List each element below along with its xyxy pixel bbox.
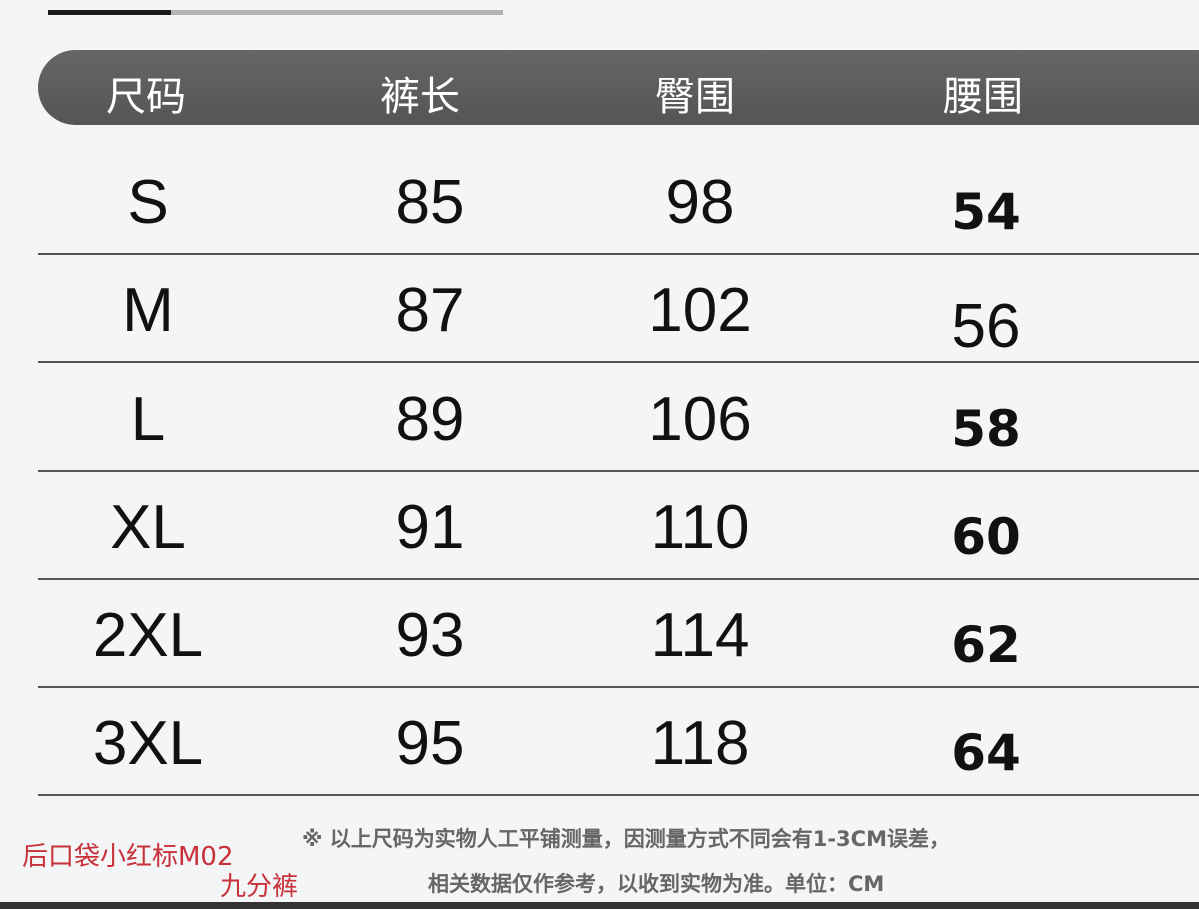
waist-cell: 54: [951, 183, 1021, 241]
length-cell: 87: [395, 276, 465, 345]
note-line-2: 相关数据仅作参考，以收到实物为准。单位：CM: [428, 872, 885, 896]
size-cell: 2XL: [92, 601, 204, 670]
length-cell: 95: [395, 709, 465, 778]
table-row: L 89 106 58: [38, 362, 1199, 472]
table-row: 3XL 95 118 64: [38, 686, 1199, 796]
bottom-edge: [0, 902, 1199, 909]
waist-cell: 62: [951, 616, 1021, 674]
image-carousel-progress: [48, 10, 503, 15]
length-cell: 85: [395, 168, 465, 237]
size-cell: M: [122, 276, 174, 345]
size-cell: 3XL: [92, 709, 204, 778]
hip-cell: 118: [650, 709, 750, 778]
size-cell: S: [127, 168, 169, 237]
waist-cell: 56: [951, 292, 1021, 361]
note-line-1: ※ 以上尺码为实物人工平铺测量，因测量方式不同会有1-3CM误差，: [302, 827, 950, 851]
progress-fill: [48, 10, 171, 15]
length-cell: 91: [395, 493, 465, 562]
header-length: 裤长: [380, 74, 460, 120]
hip-cell: 110: [650, 493, 750, 562]
table-row: XL 91 110 60: [38, 470, 1199, 580]
size-cell: XL: [110, 493, 186, 562]
length-cell: 93: [395, 601, 465, 670]
header-hip: 臀围: [655, 74, 735, 120]
table-row: 2XL 93 114 62: [38, 578, 1199, 688]
overlay-label-1: 后口袋小红标M02: [22, 842, 234, 872]
hip-cell: 98: [665, 168, 735, 237]
header-size: 尺码: [106, 74, 186, 120]
table-header: 尺码 裤长 臀围 腰围: [38, 50, 1199, 125]
table-row: M 87 102 56: [38, 253, 1199, 363]
overlay-label-2: 九分裤: [220, 872, 299, 902]
table-row: S 85 98 54: [38, 145, 1199, 255]
waist-cell: 60: [951, 508, 1021, 566]
hip-cell: 106: [648, 385, 752, 454]
header-waist: 腰围: [943, 74, 1023, 120]
size-cell: L: [130, 385, 166, 454]
waist-cell: 64: [951, 724, 1021, 782]
waist-cell: 58: [951, 400, 1021, 458]
hip-cell: 114: [650, 601, 750, 670]
hip-cell: 102: [648, 276, 752, 345]
length-cell: 89: [395, 385, 465, 454]
